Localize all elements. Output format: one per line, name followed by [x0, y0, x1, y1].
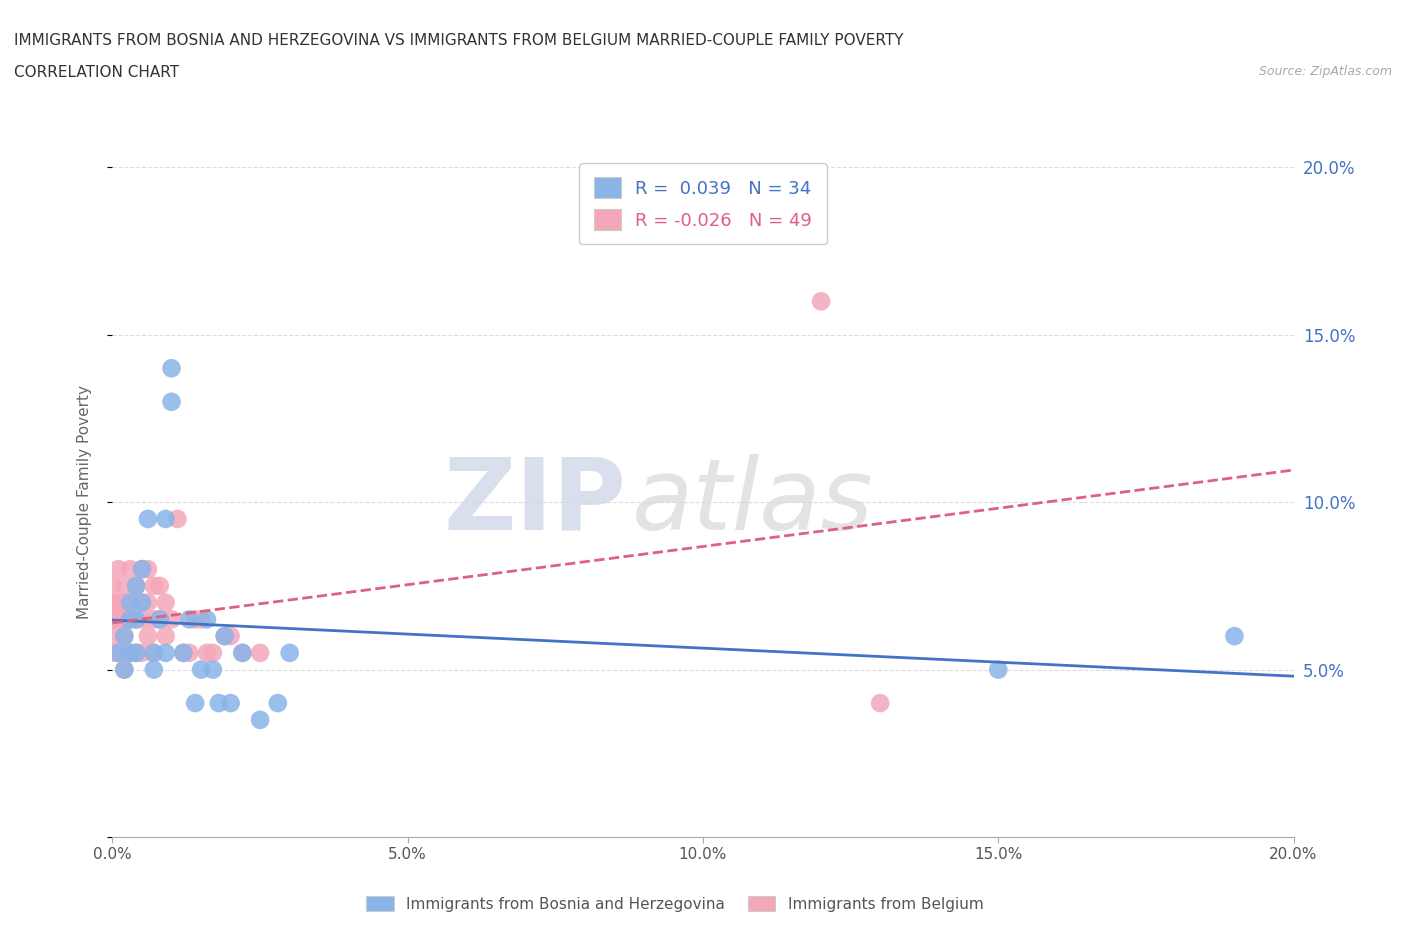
Legend: R =  0.039   N = 34, R = -0.026   N = 49: R = 0.039 N = 34, R = -0.026 N = 49	[579, 163, 827, 245]
Point	[142, 612, 165, 627]
Point	[149, 612, 172, 627]
Point	[101, 612, 124, 627]
Point	[214, 629, 236, 644]
Point	[149, 578, 172, 593]
Point	[125, 645, 148, 660]
Point	[987, 662, 1010, 677]
Point	[131, 562, 153, 577]
Point	[120, 612, 142, 627]
Point	[107, 562, 129, 577]
Point	[155, 629, 177, 644]
Point	[184, 612, 207, 627]
Point	[120, 595, 142, 610]
Point	[267, 696, 290, 711]
Text: ZIP: ZIP	[443, 454, 626, 551]
Point	[155, 645, 177, 660]
Point	[231, 645, 253, 660]
Point	[120, 645, 142, 660]
Point	[112, 595, 135, 610]
Point	[101, 578, 124, 593]
Point	[131, 595, 153, 610]
Point	[160, 612, 183, 627]
Point	[184, 696, 207, 711]
Point	[195, 612, 218, 627]
Point	[112, 662, 135, 677]
Point	[160, 394, 183, 409]
Point	[142, 578, 165, 593]
Point	[190, 662, 212, 677]
Point	[120, 612, 142, 627]
Point	[208, 696, 231, 711]
Point	[149, 612, 172, 627]
Point	[278, 645, 301, 660]
Point	[136, 562, 159, 577]
Point	[107, 612, 129, 627]
Point	[101, 629, 124, 644]
Point	[201, 662, 224, 677]
Text: IMMIGRANTS FROM BOSNIA AND HERZEGOVINA VS IMMIGRANTS FROM BELGIUM MARRIED-COUPLE: IMMIGRANTS FROM BOSNIA AND HERZEGOVINA V…	[14, 33, 904, 47]
Point	[131, 595, 153, 610]
Point	[107, 645, 129, 660]
Point	[190, 612, 212, 627]
Text: atlas: atlas	[633, 454, 873, 551]
Point	[101, 645, 124, 660]
Point	[179, 645, 201, 660]
Point	[107, 645, 129, 660]
Point	[810, 294, 832, 309]
Point	[249, 645, 271, 660]
Point	[136, 512, 159, 526]
Point	[1223, 629, 1246, 644]
Text: Source: ZipAtlas.com: Source: ZipAtlas.com	[1258, 65, 1392, 78]
Point	[107, 595, 129, 610]
Point	[219, 696, 242, 711]
Text: CORRELATION CHART: CORRELATION CHART	[14, 65, 179, 80]
Point	[125, 612, 148, 627]
Point	[112, 612, 135, 627]
Point	[155, 512, 177, 526]
Point	[201, 645, 224, 660]
Point	[131, 645, 153, 660]
Point	[125, 578, 148, 593]
Point	[136, 595, 159, 610]
Point	[219, 629, 242, 644]
Point	[125, 612, 148, 627]
Legend: Immigrants from Bosnia and Herzegovina, Immigrants from Belgium: Immigrants from Bosnia and Herzegovina, …	[360, 889, 990, 918]
Point	[101, 595, 124, 610]
Point	[131, 562, 153, 577]
Point	[120, 595, 142, 610]
Point	[112, 578, 135, 593]
Point	[112, 629, 135, 644]
Point	[231, 645, 253, 660]
Point	[160, 361, 183, 376]
Point	[214, 629, 236, 644]
Point	[112, 662, 135, 677]
Point	[179, 612, 201, 627]
Point	[142, 645, 165, 660]
Point	[131, 612, 153, 627]
Point	[120, 645, 142, 660]
Point	[142, 662, 165, 677]
Point	[172, 645, 194, 660]
Point	[120, 562, 142, 577]
Point	[869, 696, 891, 711]
Point	[112, 629, 135, 644]
Point	[166, 512, 188, 526]
Y-axis label: Married-Couple Family Poverty: Married-Couple Family Poverty	[77, 385, 91, 619]
Point	[125, 645, 148, 660]
Point	[249, 712, 271, 727]
Point	[136, 629, 159, 644]
Point	[125, 578, 148, 593]
Point	[172, 645, 194, 660]
Point	[142, 645, 165, 660]
Point	[195, 645, 218, 660]
Point	[155, 595, 177, 610]
